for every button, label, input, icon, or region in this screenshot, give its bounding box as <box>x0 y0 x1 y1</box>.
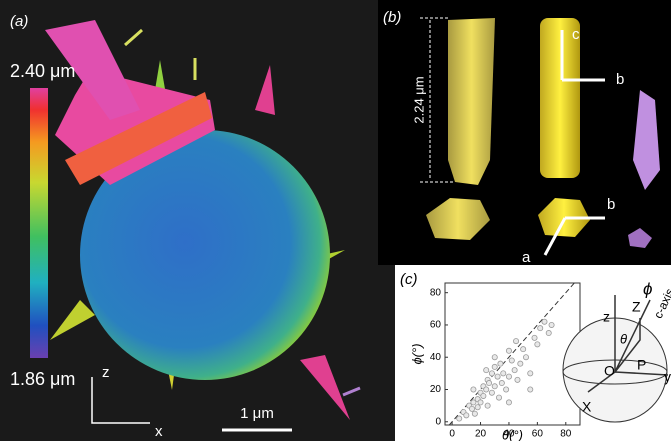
point <box>480 392 487 399</box>
crystal <box>448 18 495 185</box>
point <box>537 325 544 332</box>
point <box>483 367 490 374</box>
colorbar-max: 2.40 μm <box>10 61 75 81</box>
axis-label: c <box>572 26 580 43</box>
arrow <box>124 28 143 47</box>
point <box>470 386 477 393</box>
diagram-label: y <box>664 369 671 385</box>
point <box>513 338 520 345</box>
scale-label: 1 μm <box>240 405 274 422</box>
y-tick-label: 60 <box>430 320 442 331</box>
x-tick-label: 20 <box>475 429 487 440</box>
point <box>498 380 505 387</box>
x-tick-label: 60 <box>532 429 544 440</box>
x-axis-label: θ(°) <box>502 427 523 441</box>
arrow <box>342 386 361 397</box>
axes-arrows <box>543 216 605 256</box>
crystal <box>633 90 660 190</box>
point <box>488 389 495 396</box>
x-tick-label: 40 <box>503 429 515 440</box>
crystal <box>426 198 490 240</box>
point <box>548 321 555 328</box>
point <box>514 376 521 383</box>
point <box>534 341 541 348</box>
point <box>491 383 498 390</box>
point <box>486 380 493 387</box>
point <box>471 410 478 417</box>
diagram-label: ϕ <box>643 279 652 298</box>
point <box>484 402 491 409</box>
point <box>527 386 534 393</box>
point <box>545 330 552 337</box>
panel-label: (c) <box>400 271 418 288</box>
panel-label: (b) <box>383 9 401 26</box>
y-tick-label: 40 <box>430 352 442 363</box>
colorbar-min: 1.86 μm <box>10 369 75 389</box>
scatter-plot: 0 20 40 60 80 0 20 40 60 80 θ(°) ϕ(°) <box>409 282 581 442</box>
point <box>468 405 475 412</box>
point <box>495 394 502 401</box>
crystal <box>540 18 580 178</box>
sphere <box>45 20 350 420</box>
point <box>517 360 524 367</box>
axis-label: b <box>616 71 624 88</box>
axis-label: a <box>522 249 531 266</box>
point <box>470 399 477 406</box>
diagram-label: P <box>637 357 646 373</box>
diagram-label: O <box>604 363 615 379</box>
crystal <box>628 228 652 248</box>
panel-b-bg <box>378 0 671 265</box>
point <box>520 346 527 353</box>
axis-label: b <box>607 196 615 213</box>
point <box>494 373 501 380</box>
y-axis-label: ϕ(°) <box>409 343 424 364</box>
point <box>505 347 512 354</box>
point <box>483 386 490 393</box>
y-tick-label: 20 <box>430 384 442 395</box>
sphere-diagram <box>562 295 669 423</box>
diagram-label: θ <box>620 331 627 346</box>
diagram-label: Z <box>632 299 641 315</box>
point <box>505 399 512 406</box>
point <box>463 412 470 419</box>
point <box>456 415 463 422</box>
point <box>541 318 548 325</box>
point <box>511 367 518 374</box>
dimension <box>420 17 455 183</box>
diagram-label: z <box>603 309 610 325</box>
point <box>477 399 484 406</box>
axis-label: x <box>155 423 163 440</box>
axes-arrows <box>91 377 150 424</box>
point <box>474 404 481 411</box>
point <box>508 357 515 364</box>
point <box>497 360 504 367</box>
y-tick-label: 0 <box>435 416 441 427</box>
point <box>523 354 530 361</box>
point <box>491 354 498 361</box>
y-tick-label: 80 <box>430 287 442 298</box>
axes-arrows <box>560 30 605 82</box>
panel-label: (a) <box>10 13 28 30</box>
point <box>491 363 498 370</box>
point <box>488 370 495 377</box>
point <box>527 370 534 377</box>
point <box>503 386 510 393</box>
diagram-label: X <box>582 399 592 415</box>
point <box>500 370 507 377</box>
axis-label: z <box>102 364 110 381</box>
point <box>505 373 512 380</box>
x-tick-label: 80 <box>560 429 572 440</box>
colorbar <box>30 88 48 358</box>
dimension-label: 2.24 μm <box>411 76 426 123</box>
x-tick-label: 0 <box>449 429 455 440</box>
point <box>531 334 538 341</box>
